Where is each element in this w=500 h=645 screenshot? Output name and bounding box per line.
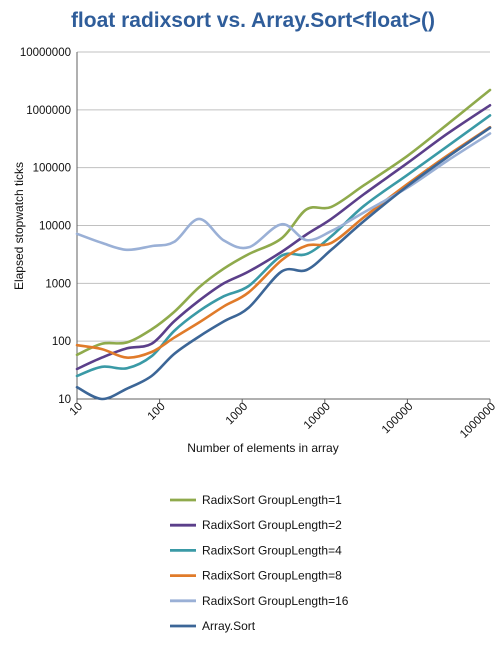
x-tick-labels: 10 100 1000 10000 100000 1000000 [68,401,499,441]
x-tick-label: 100000 [380,401,416,437]
series-line-6 [75,126,492,401]
y-tick-label: 1000 [45,278,71,290]
legend-label: RadixSort GroupLength=1 [202,493,342,507]
series-line-2 [75,104,492,371]
y-tick-label: 10000000 [20,47,71,59]
series-line-3 [75,114,492,378]
y-tick-label: 100000 [33,163,71,175]
x-tick-label: 1000 [224,401,251,428]
gridlines [77,51,490,400]
y-tick-labels: 10 100 1000 10000 100000 1000000 10000000 [20,47,71,406]
axes [76,52,491,403]
y-axis-label: Elapsed stopwatch ticks [12,162,26,290]
x-axis-label: Number of elements in array [187,441,338,455]
y-tick-label: 1000000 [26,105,71,117]
x-tick-label: 100 [146,401,168,423]
x-tick-label: 10000 [302,401,333,432]
legend-label: Array.Sort [202,619,256,633]
legend-label: RadixSort GroupLength=16 [202,594,349,608]
y-tick-label: 100 [52,336,71,348]
legend-label: RadixSort GroupLength=2 [202,518,342,532]
legend-label: RadixSort GroupLength=4 [202,543,342,557]
chart-title: float radixsort vs. Array.Sort<float>() [71,9,435,32]
y-tick-label: 10000 [39,221,71,233]
y-tick-label: 10 [58,394,71,406]
series-line-4 [75,125,492,359]
legend-label: RadixSort GroupLength=8 [202,569,342,583]
legend: RadixSort GroupLength=1 RadixSort GroupLe… [170,493,349,633]
x-tick-label: 1000000 [458,401,498,441]
series-lines [75,88,492,401]
series-line-5 [75,132,492,252]
series-line-1 [75,88,492,357]
